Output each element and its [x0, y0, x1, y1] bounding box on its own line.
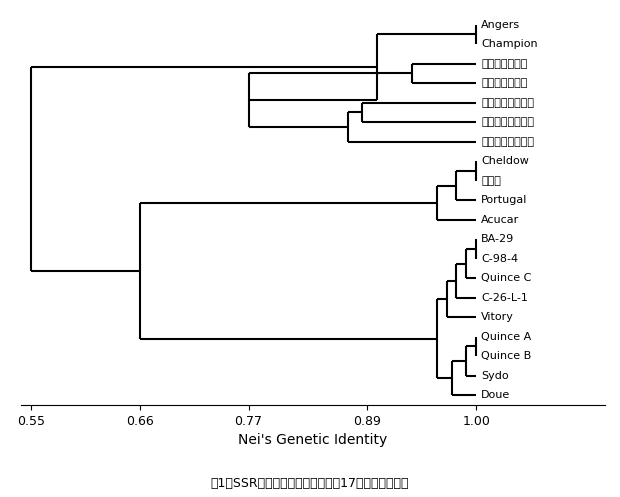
Text: BA-29: BA-29: [481, 234, 515, 244]
Text: Sydo: Sydo: [481, 371, 509, 381]
Text: Quince A: Quince A: [481, 331, 531, 342]
Text: かおり（青森）: かおり（青森）: [481, 59, 528, 69]
Text: C-26-L-1: C-26-L-1: [481, 293, 528, 303]
Text: Quince C: Quince C: [481, 273, 531, 283]
Text: Acucar: Acucar: [481, 215, 520, 225]
Text: Doue: Doue: [481, 390, 510, 400]
Text: Angers: Angers: [481, 20, 520, 30]
Text: Portugal: Portugal: [481, 195, 528, 205]
Text: 在来種: 在来種: [481, 176, 501, 186]
Text: C-98-4: C-98-4: [481, 253, 518, 264]
Text: Champion: Champion: [481, 39, 538, 49]
Text: スミルナ（青森）: スミルナ（青森）: [481, 117, 534, 127]
Text: Cheldow: Cheldow: [481, 156, 529, 166]
Text: かおり（長野）: かおり（長野）: [481, 78, 528, 88]
Text: Quince B: Quince B: [481, 351, 531, 361]
Text: スミルナ（秋田）: スミルナ（秋田）: [481, 98, 534, 108]
Text: Vitory: Vitory: [481, 312, 514, 322]
Text: 図1　SSRマーカーによるマルメロ17品種の識別結果: 図1 SSRマーカーによるマルメロ17品種の識別結果: [211, 477, 409, 490]
Text: スミルナ（長野）: スミルナ（長野）: [481, 137, 534, 147]
X-axis label: Nei's Genetic Identity: Nei's Genetic Identity: [238, 433, 388, 447]
